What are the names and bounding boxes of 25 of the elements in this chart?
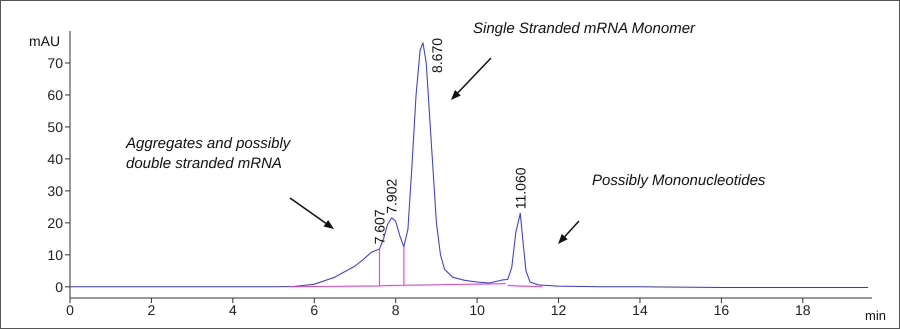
- x-tick-label: 10: [469, 302, 486, 318]
- y-tick-label: 70: [47, 54, 64, 71]
- annotation: Possibly Mononucleotides: [592, 171, 766, 191]
- x-tick-label: 6: [310, 302, 318, 318]
- y-tick-label: 40: [47, 150, 64, 167]
- annotation: Aggregates and possibly double stranded mRNA: [126, 134, 290, 174]
- x-tick-label: 12: [550, 302, 567, 318]
- x-tick-label: 18: [795, 302, 811, 318]
- annotation: 11.060: [512, 167, 528, 210]
- x-tick-label: 16: [714, 302, 730, 318]
- y-tick-label: 30: [47, 182, 64, 199]
- annotation: 8.670: [428, 38, 445, 73]
- x-tick-label: 8: [392, 302, 400, 318]
- x-tick-label: 2: [148, 302, 156, 318]
- y-tick-label: 10: [47, 246, 64, 263]
- x-tick-label: 0: [66, 302, 74, 318]
- y-tick-label: 0: [55, 278, 64, 295]
- annotation: Single Stranded mRNA Monomer: [473, 19, 696, 39]
- x-axis-title: min: [865, 308, 886, 323]
- y-tick-label: 50: [47, 118, 64, 135]
- x-tick-label: 14: [632, 302, 648, 318]
- y-axis-title: mAU: [29, 33, 60, 49]
- y-tick-label: 20: [47, 214, 64, 231]
- x-tick-label: 4: [228, 302, 237, 318]
- y-tick-label: 60: [47, 86, 64, 103]
